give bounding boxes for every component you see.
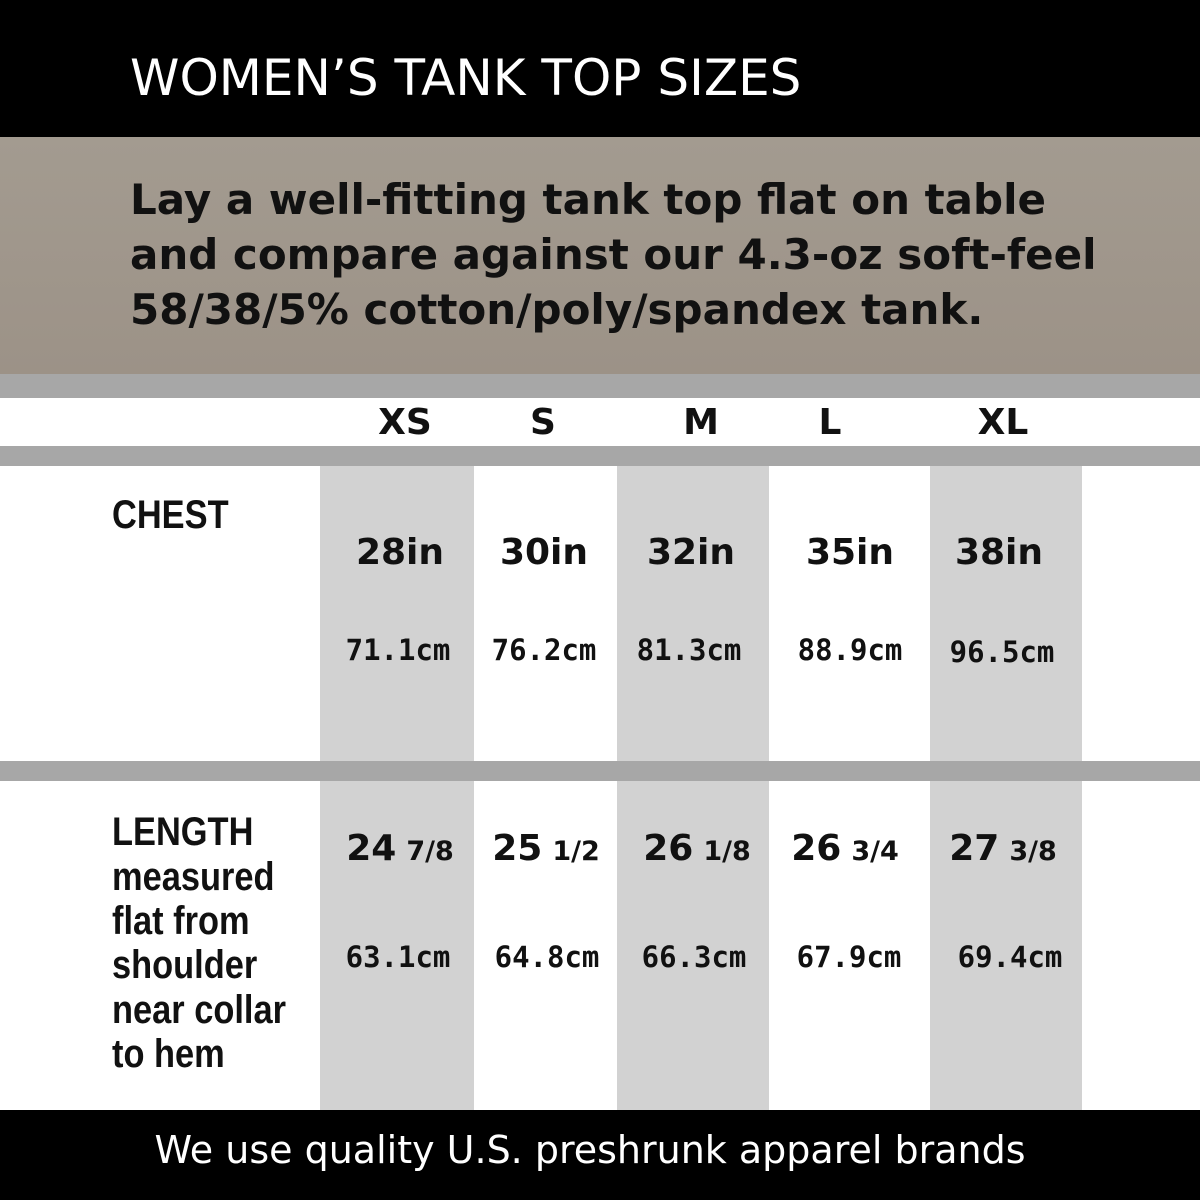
column-shade-xl-chest [930, 466, 1082, 761]
length-whole-l: 26 [791, 828, 842, 869]
length-in-s: 25 1/2 [476, 827, 616, 871]
size-header-xl: XL [977, 402, 1029, 443]
title-bar [0, 0, 1200, 137]
intro-text: Lay a well-fitting tank top flat on tabl… [130, 172, 1170, 337]
length-label-line-4: shoulder [112, 943, 258, 987]
length-label-line-2: measured [112, 855, 275, 899]
intro-band [0, 137, 1200, 374]
chest-cm-s: 76.2cm [491, 633, 597, 667]
chest-in-s: 30in [499, 532, 589, 573]
intro-line-2: and compare against our 4.3-oz soft-feel [130, 230, 1097, 279]
length-label-line-3: flat from [112, 899, 250, 943]
length-in-l: 26 3/4 [775, 827, 915, 871]
length-whole-s: 25 [492, 828, 543, 869]
chest-cm-xs: 71.1cm [345, 633, 451, 667]
length-fraction-s: 1/2 [552, 836, 600, 867]
length-fraction-m: 1/8 [703, 836, 751, 867]
length-cm-xs: 63.1cm [345, 940, 451, 974]
length-label-line-6: to hem [112, 1032, 225, 1076]
footer-bar [0, 1110, 1200, 1200]
length-in-xs: 24 7/8 [330, 827, 470, 871]
intro-line-3: 58/38/5% cotton/poly/spandex tank. [130, 285, 984, 334]
chest-in-xl: 38in [954, 532, 1044, 573]
length-cm-s: 64.8cm [494, 940, 600, 974]
length-cm-m: 66.3cm [641, 940, 747, 974]
length-cm-l: 67.9cm [796, 940, 902, 974]
length-label-line-1: LENGTH [112, 810, 254, 854]
chest-cm-xl: 96.5cm [949, 635, 1055, 669]
separator-middle [0, 761, 1200, 781]
page-title: WOMEN’S TANK TOP SIZES [130, 49, 802, 107]
column-shade-xs-length [320, 781, 474, 1110]
separator-top [0, 374, 1200, 398]
chest-in-l: 35in [805, 532, 895, 573]
length-cm-xl: 69.4cm [957, 940, 1063, 974]
column-shade-m-length [617, 781, 769, 1110]
chest-in-xs: 28in [355, 532, 445, 573]
size-header-s: S [530, 402, 556, 443]
chest-in-m: 32in [646, 532, 736, 573]
separator-header [0, 446, 1200, 466]
length-in-m: 26 1/8 [627, 827, 767, 871]
size-header-m: M [683, 402, 719, 443]
length-whole-xl: 27 [949, 828, 1000, 869]
column-shade-m-chest [617, 466, 769, 761]
size-header-xs: XS [378, 402, 432, 443]
chest-cm-l: 88.9cm [797, 633, 903, 667]
length-fraction-l: 3/4 [851, 836, 899, 867]
chest-label: CHEST [112, 493, 229, 537]
column-shade-xl-length [930, 781, 1082, 1110]
size-header-l: L [818, 402, 842, 443]
length-fraction-xl: 3/8 [1009, 836, 1057, 867]
column-shade-xs-chest [320, 466, 474, 761]
length-label-line-5: near collar [112, 988, 287, 1032]
footer-text: We use quality U.S. preshrunk apparel br… [154, 1128, 1026, 1172]
length-whole-xs: 24 [346, 828, 397, 869]
chest-cm-m: 81.3cm [636, 633, 742, 667]
length-fraction-xs: 7/8 [406, 836, 454, 867]
length-in-xl: 27 3/8 [933, 827, 1073, 871]
intro-line-1: Lay a well-fitting tank top flat on tabl… [130, 175, 1046, 224]
length-whole-m: 26 [643, 828, 694, 869]
